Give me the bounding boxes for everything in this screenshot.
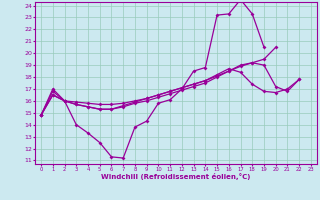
X-axis label: Windchill (Refroidissement éolien,°C): Windchill (Refroidissement éolien,°C) bbox=[101, 173, 251, 180]
